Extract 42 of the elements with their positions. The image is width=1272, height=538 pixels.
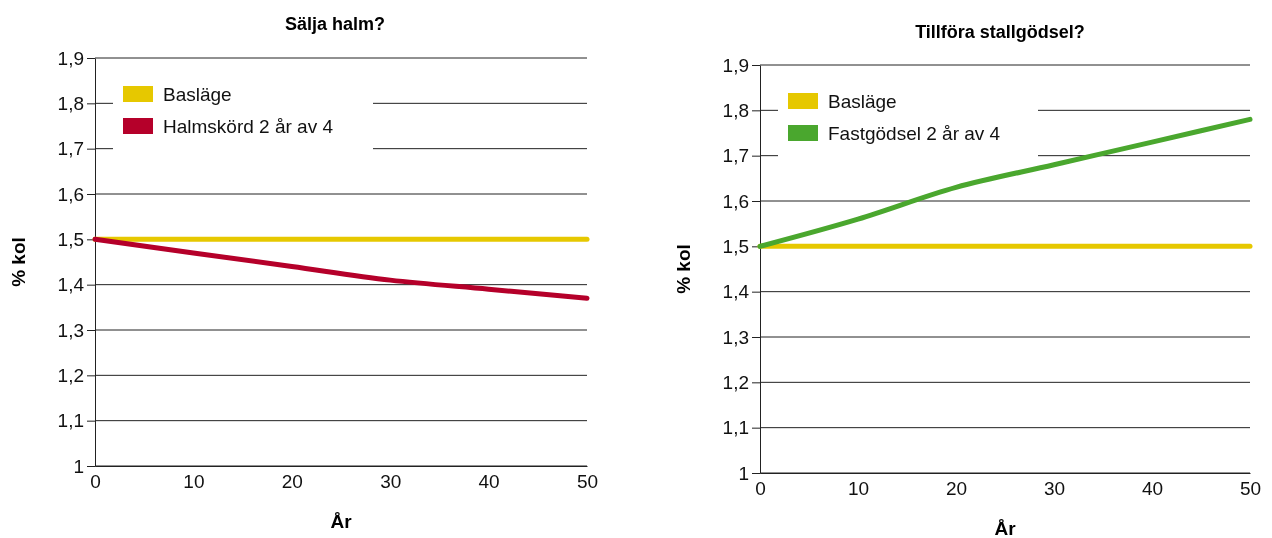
x-tick-label: 30 — [380, 471, 402, 492]
chart-title: Tillföra stallgödsel? — [915, 22, 1085, 42]
y-axis-title: % kol — [673, 244, 694, 294]
legend-label: Fastgödsel 2 år av 4 — [828, 123, 1001, 144]
y-tick-label: 1,9 — [722, 54, 749, 76]
x-axis-title: År — [330, 511, 353, 532]
y-tick-label: 1,5 — [722, 235, 749, 257]
x-tick-label: 50 — [1239, 478, 1262, 499]
x-tick-label: 20 — [945, 478, 968, 499]
y-tick-label: 1,4 — [722, 281, 750, 303]
x-tick-label: 10 — [847, 478, 870, 499]
x-tick-label: 10 — [183, 471, 205, 492]
y-tick-label: 1,8 — [722, 99, 749, 121]
y-axis-title: % kol — [8, 237, 29, 287]
y-tick-label: 1,7 — [722, 145, 749, 167]
chart-title: Sälja halm? — [284, 14, 386, 34]
y-tick-label: 1,6 — [57, 183, 84, 205]
y-tick-label: 1 — [73, 455, 84, 477]
legend-label: Basläge — [163, 84, 232, 105]
y-tick-label: 1,4 — [57, 274, 85, 296]
y-tick-label: 1,3 — [57, 319, 84, 341]
y-tick-label: 1,7 — [57, 138, 84, 160]
y-tick-label: 1,9 — [57, 47, 84, 69]
y-tick-label: 1,2 — [722, 371, 749, 393]
y-tick-label: 1,6 — [722, 190, 749, 212]
x-tick-label: 20 — [281, 471, 303, 492]
y-tick-label: 1,1 — [57, 410, 84, 432]
legend-label: Basläge — [828, 91, 897, 112]
y-tick-label: 1,3 — [722, 326, 749, 348]
y-tick-label: 1,8 — [57, 92, 84, 114]
y-tick-label: 1 — [738, 462, 749, 484]
x-tick-label: 40 — [1141, 478, 1164, 499]
legend-label: Halmskörd 2 år av 4 — [163, 116, 334, 137]
x-tick-label: 50 — [576, 471, 599, 492]
y-tick-label: 1,1 — [722, 417, 749, 439]
x-tick-label: 40 — [478, 471, 500, 492]
x-axis-title: År — [994, 518, 1017, 538]
x-tick-label: 0 — [755, 478, 766, 499]
y-tick-label: 1,2 — [57, 364, 84, 386]
y-tick-label: 1,5 — [57, 228, 84, 250]
x-tick-label: 30 — [1043, 478, 1066, 499]
x-tick-label: 0 — [90, 471, 101, 492]
